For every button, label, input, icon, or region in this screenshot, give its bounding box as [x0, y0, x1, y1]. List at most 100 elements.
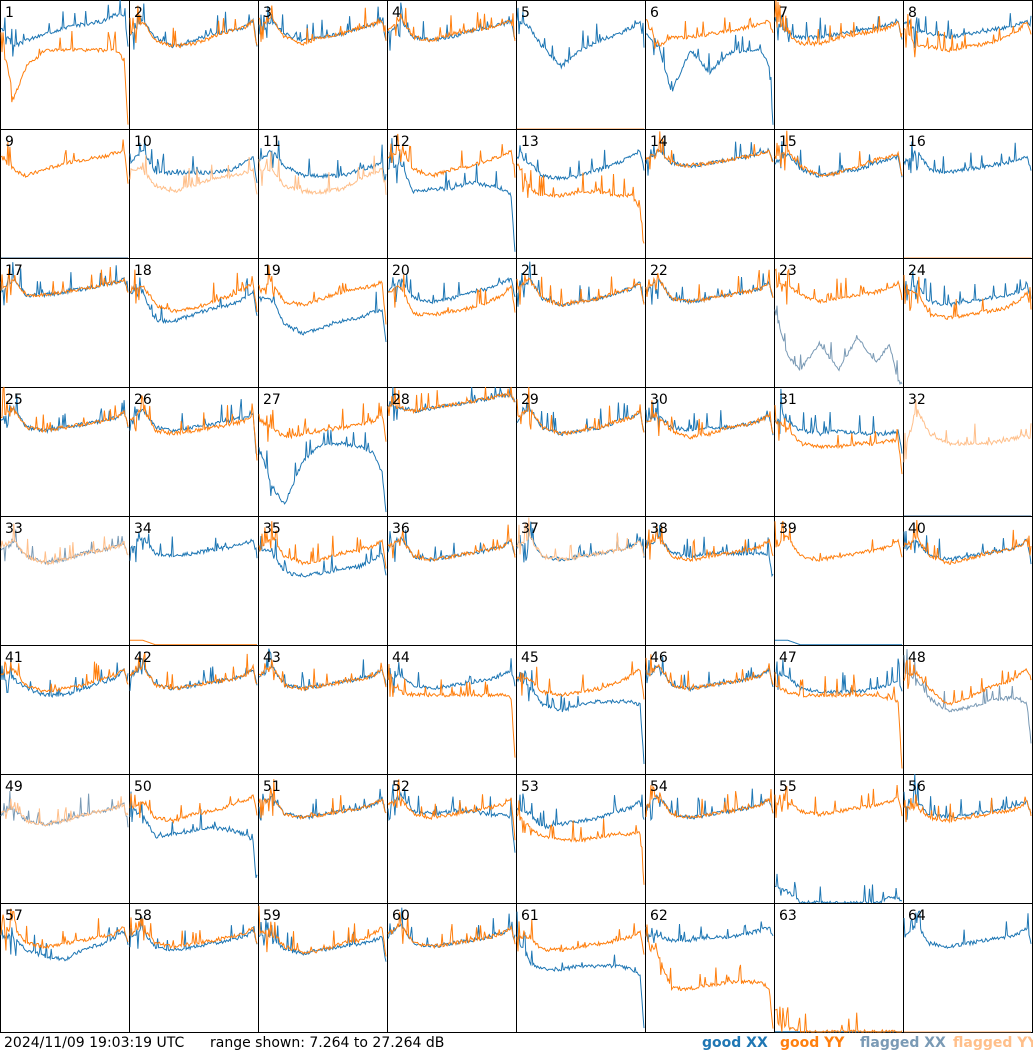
- series-xx-good: [258, 536, 387, 578]
- panel-53: 53: [516, 774, 646, 904]
- panel-label: 7: [779, 5, 788, 21]
- panel-label: 5: [521, 5, 530, 21]
- series-yy-good: [0, 908, 129, 951]
- series-xx-good: [387, 273, 516, 305]
- panel-32: 32: [903, 387, 1033, 517]
- panel-frame: [903, 129, 1033, 259]
- panel-label: 1: [5, 5, 14, 21]
- panel-frame: [387, 258, 517, 388]
- panel-frame: [387, 129, 517, 259]
- panel-frame: [774, 645, 904, 775]
- panel-12: 12: [387, 129, 517, 259]
- panel-15: 15: [774, 129, 904, 259]
- panel-label: 16: [908, 134, 926, 150]
- panel-36: 36: [387, 516, 517, 646]
- panel-5: 5: [516, 0, 646, 130]
- series-yy-good: [774, 672, 903, 769]
- panel-label: 51: [263, 779, 281, 795]
- series-xx-good: [129, 791, 258, 879]
- panel-frame: [645, 387, 775, 517]
- series-yy-good: [903, 13, 1032, 58]
- series-xx-good: [645, 921, 774, 944]
- series-yy-good: [645, 400, 774, 440]
- panel-6: 6: [645, 0, 775, 130]
- panel-30: 30: [645, 387, 775, 517]
- series-xx-good: [903, 773, 1032, 820]
- panel-label: 26: [134, 392, 152, 408]
- panel-16: 16: [903, 129, 1033, 259]
- series-xx-good: [903, 13, 1032, 49]
- panel-43: 43: [258, 645, 388, 775]
- panel-frame: [903, 903, 1033, 1033]
- panel-40: 40: [903, 516, 1033, 646]
- panel-18: 18: [129, 258, 259, 388]
- panel-10: 10: [129, 129, 259, 259]
- series-yy-good: [387, 386, 516, 416]
- panel-frame: [129, 129, 259, 259]
- panel-label: 45: [521, 650, 539, 666]
- panel-34: 34: [129, 516, 259, 646]
- panel-frame: [258, 774, 388, 904]
- panel-frame: [0, 516, 130, 646]
- panel-frame: [903, 0, 1033, 130]
- panel-label: 32: [908, 392, 926, 408]
- series-yy-good: [774, 1006, 903, 1033]
- panel-frame: [258, 0, 388, 130]
- panel-label: 47: [779, 650, 797, 666]
- series-xx-good: [258, 291, 387, 343]
- series-yy-good: [129, 793, 258, 825]
- panel-label: 27: [263, 392, 281, 408]
- panel-7: 7: [774, 0, 904, 130]
- panel-44: 44: [387, 645, 517, 775]
- series-xx-good: [129, 531, 258, 563]
- series-yy-good: [645, 525, 774, 563]
- panel-33: 33: [0, 516, 130, 646]
- panel-label: 46: [650, 650, 668, 666]
- series-yy-good: [516, 919, 645, 955]
- series-xx-good: [258, 140, 387, 182]
- panel-3: 3: [258, 0, 388, 130]
- series-xx-good: [903, 530, 1032, 565]
- footer: 2024/11/09 19:03:19 UTC range shown: 7.2…: [0, 1033, 1033, 1053]
- panel-frame: [387, 774, 517, 904]
- panel-label: 34: [134, 521, 152, 537]
- series-xx-good: [129, 916, 258, 952]
- series-yy-good: [129, 395, 258, 461]
- series-yy-good: [258, 905, 387, 957]
- panel-label: 50: [134, 779, 152, 795]
- panel-label: 49: [5, 779, 23, 795]
- series-yy-good: [1, 386, 129, 433]
- panel-label: 19: [263, 263, 281, 279]
- panel-label: 59: [263, 908, 281, 924]
- panel-52: 52: [387, 774, 517, 904]
- series-yy-flagged: [258, 151, 387, 196]
- series-xx-good: [0, 927, 129, 962]
- series-yy-good: [0, 661, 129, 694]
- series-yy-flagged: [516, 517, 645, 563]
- panel-label: 64: [908, 908, 926, 924]
- panel-label: 44: [392, 650, 410, 666]
- series-yy-good: [645, 269, 774, 304]
- panel-label: 9: [5, 134, 14, 150]
- series-yy-good: [774, 520, 903, 562]
- panel-frame: [645, 516, 775, 646]
- panel-label: 11: [263, 134, 281, 150]
- panel-frame: [0, 387, 130, 517]
- series-yy-good: [129, 269, 258, 314]
- series-xx-good: [516, 145, 645, 181]
- series-xx-good: [516, 7, 645, 70]
- panel-46: 46: [645, 645, 775, 775]
- panel-label: 30: [650, 392, 668, 408]
- panel-frame: [516, 258, 646, 388]
- series-xx-good: [258, 429, 387, 513]
- panel-23: 23: [774, 258, 904, 388]
- panel-19: 19: [258, 258, 388, 388]
- panel-1: 1: [0, 0, 130, 130]
- panel-label: 57: [5, 908, 23, 924]
- panel-label: 6: [650, 5, 659, 21]
- panel-frame: [774, 387, 904, 517]
- panel-label: 15: [779, 134, 797, 150]
- series-xx-good: [129, 139, 258, 184]
- panel-59: 59: [258, 903, 388, 1033]
- panel-frame: [258, 903, 388, 1033]
